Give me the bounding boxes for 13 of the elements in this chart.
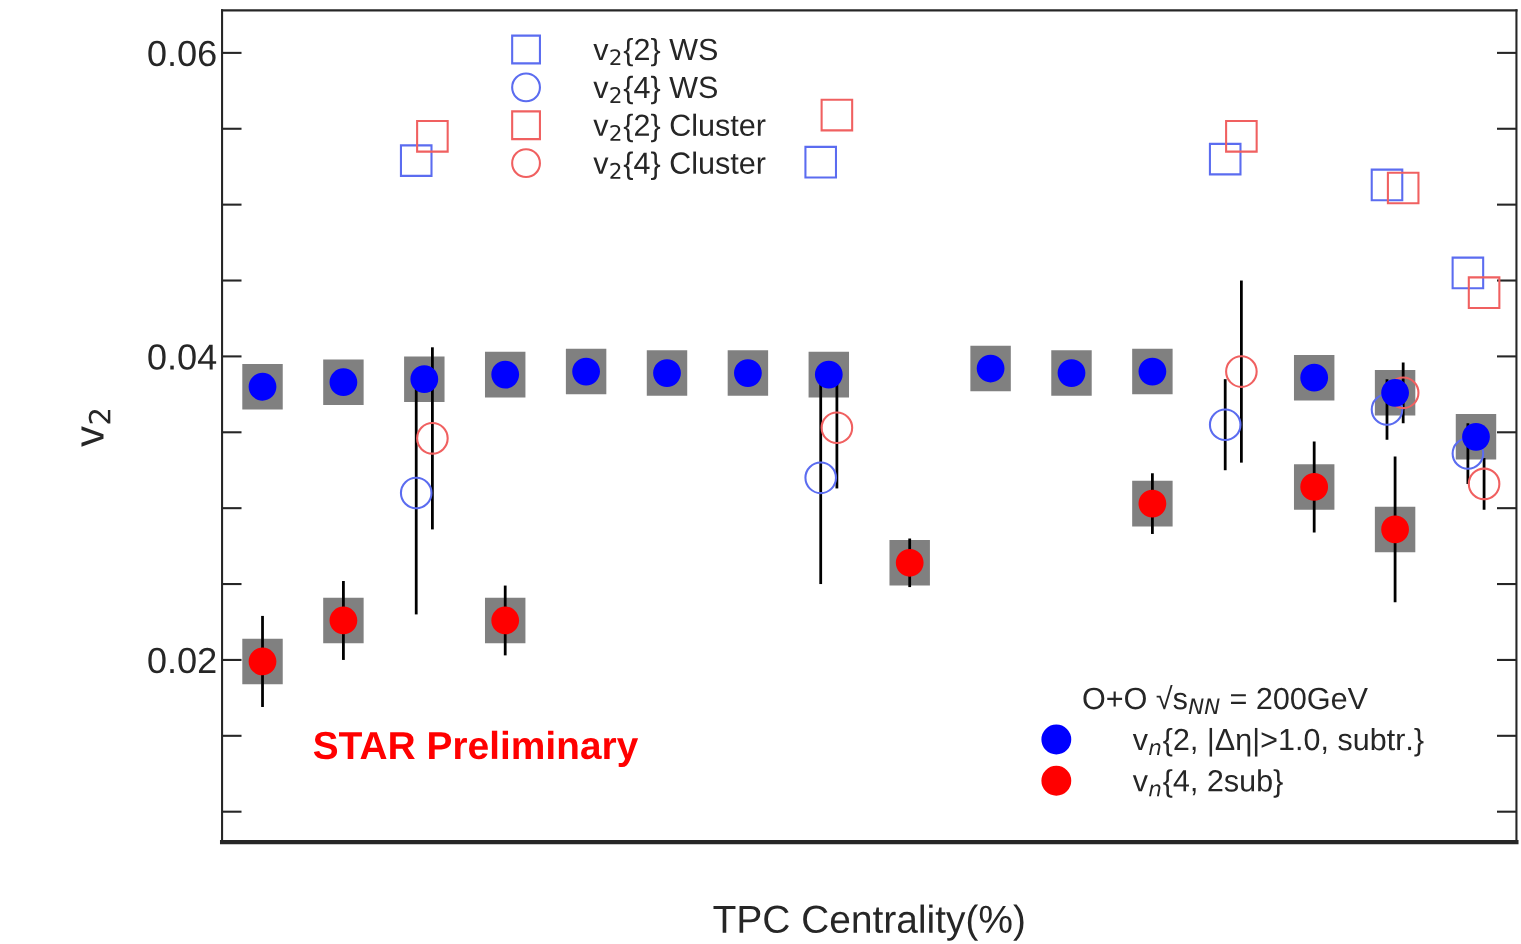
y-tick-label: 0.02 bbox=[148, 647, 216, 674]
legend-label: v$_{2}${2} Cluster bbox=[593, 113, 766, 143]
y-axis-title: v$_{2}$ bbox=[81, 409, 111, 447]
legend-label: v$_{2}${2} WS bbox=[593, 37, 717, 67]
legend-label: v$_{2}${4} Cluster bbox=[593, 151, 766, 181]
legend-title: O+O √s$_{NN}$ = 200GeV bbox=[1083, 684, 1368, 715]
annotation: STAR Preliminary bbox=[313, 730, 639, 767]
legend-label: v$_{2}${4} WS bbox=[593, 75, 717, 105]
legend-label: v$_{n}${2, |Δη|>1.0, subtr.} bbox=[1132, 727, 1424, 757]
y-tick-label: 0.06 bbox=[148, 40, 216, 67]
x-axis-title: TPC Centrality(%) bbox=[713, 904, 1024, 941]
y-tick-label: 0.04 bbox=[148, 344, 217, 370]
legend-label: v$_{n}${4, 2sub} bbox=[1132, 769, 1283, 798]
